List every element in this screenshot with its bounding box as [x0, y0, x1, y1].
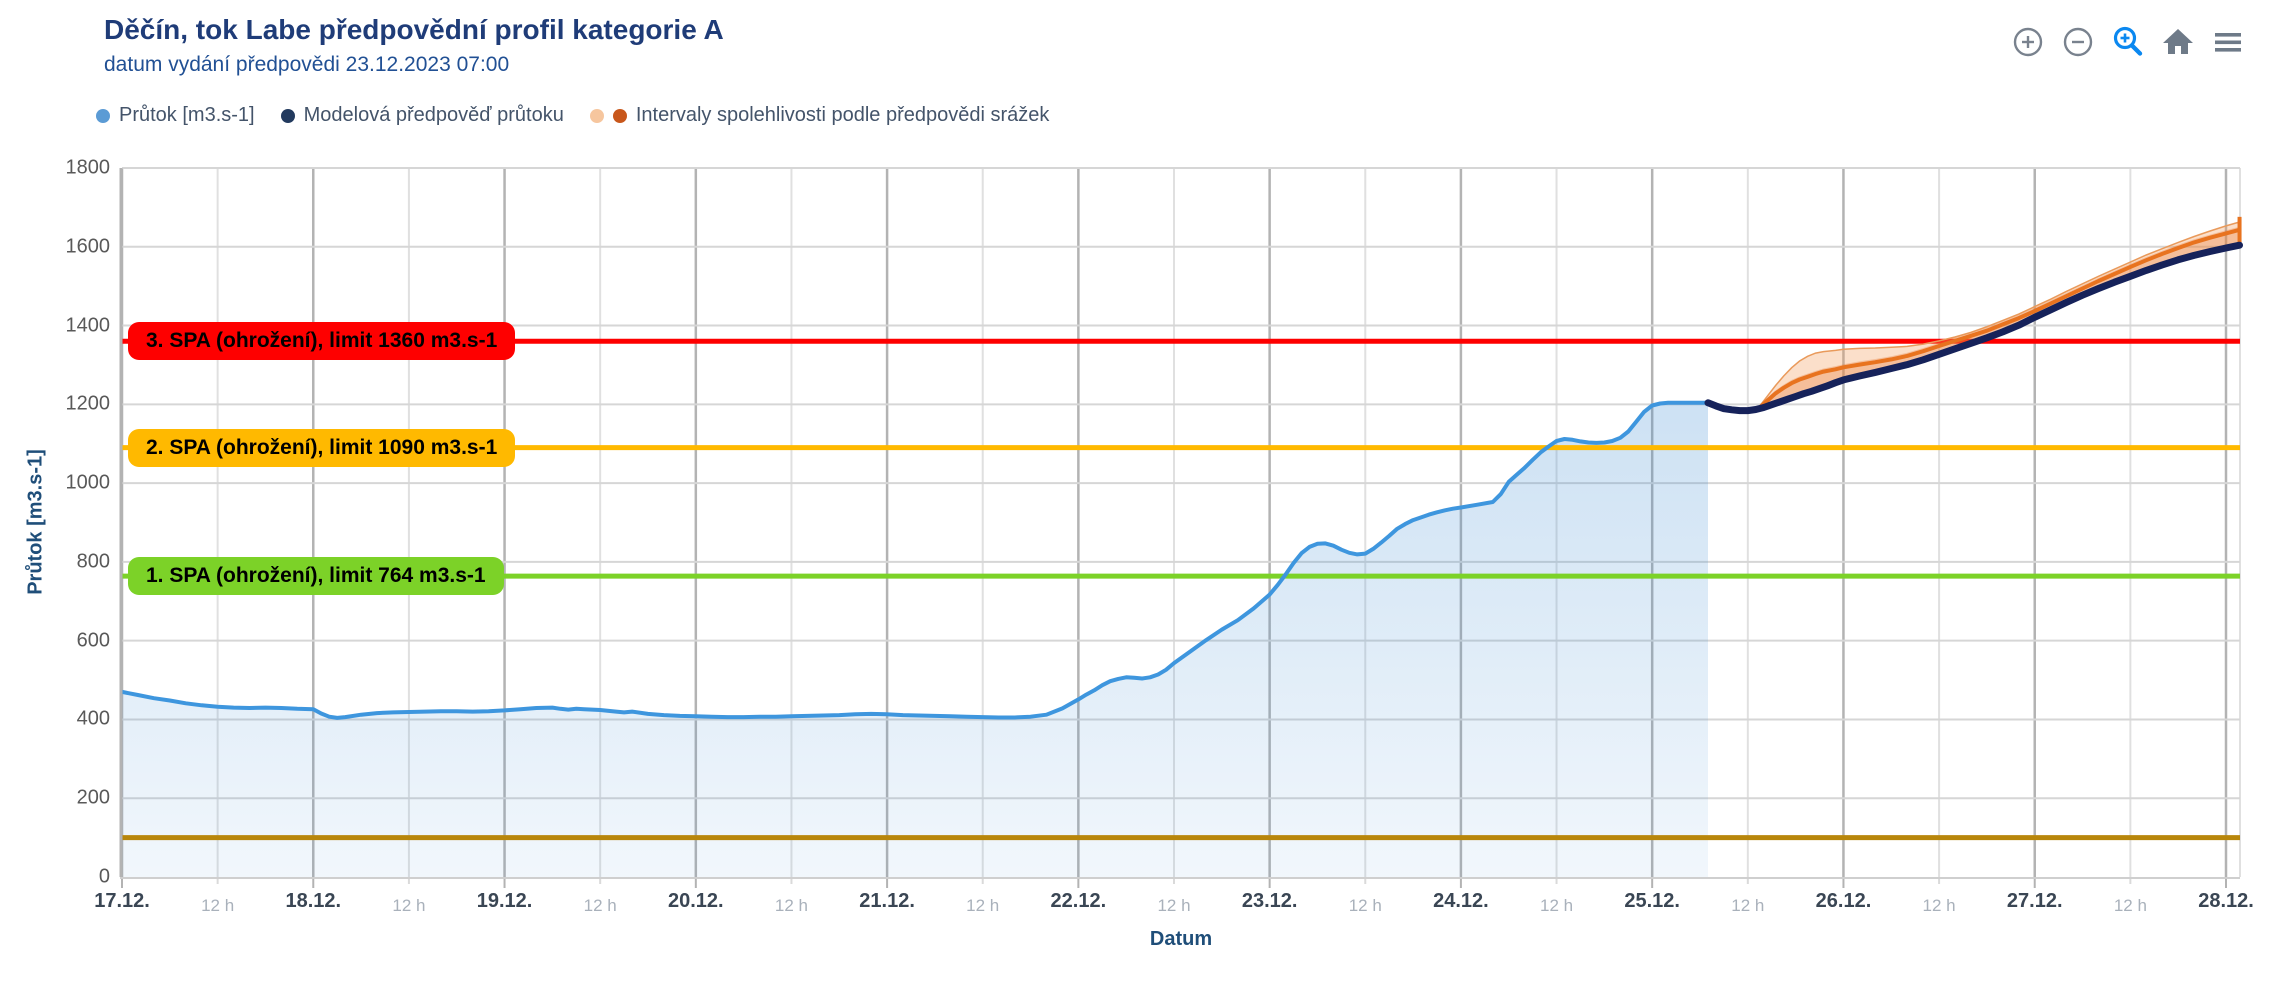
- zoom-selection-magnifier-icon: [2113, 26, 2143, 56]
- observed-flow-area: [122, 402, 1708, 877]
- x-tick-label: 12 h: [1922, 896, 1956, 915]
- y-tick-label: 800: [76, 550, 110, 573]
- x-tick-label: 22.12.: [1050, 890, 1107, 912]
- zoom-in-button[interactable]: [2008, 22, 2048, 62]
- y-tick-label: 0: [98, 865, 110, 888]
- legend-label: Intervaly spolehlivosti podle předpovědi…: [635, 104, 1050, 126]
- x-tick-label: 12 h: [1731, 896, 1765, 915]
- chart-toolbar: [2008, 22, 2248, 62]
- spa-limit-label-3-spa: 3. SPA (ohrožení), limit 1360 m3.s-1: [128, 322, 516, 361]
- observed-flow-line: [120, 400, 1710, 720]
- y-tick-label: 400: [76, 707, 110, 730]
- x-tick-label: 17.12.: [94, 890, 150, 912]
- x-tick-label: 12 h: [1539, 896, 1574, 915]
- y-tick-label: 1800: [65, 156, 111, 179]
- home-button[interactable]: [2158, 22, 2198, 62]
- x-tick-label: 12 h: [1348, 896, 1382, 915]
- spa-limit-label-2-spa: 2. SPA (ohrožení), limit 1090 m3.s-1: [128, 428, 516, 467]
- legend-label: Průtok [m3.s-1]: [119, 104, 255, 126]
- legend-item-2[interactable]: Intervaly spolehlivosti podle předpovědi…: [589, 104, 1050, 127]
- legend-dot: [589, 108, 604, 123]
- page-title: Děčín, tok Labe předpovědní profil kateg…: [104, 14, 724, 45]
- x-tick-label: 19.12.: [476, 890, 533, 912]
- x-tick-label: 12 h: [774, 896, 808, 915]
- x-tick-label: 12 h: [966, 896, 1000, 915]
- x-tick-label: 12 h: [392, 896, 426, 915]
- zoom-selection-button[interactable]: [2108, 22, 2148, 62]
- x-tick-label: 25.12.: [1624, 890, 1680, 912]
- legend-dot: [280, 108, 295, 123]
- x-tick-label: 12 h: [583, 896, 617, 915]
- x-tick-label: 18.12.: [285, 890, 342, 912]
- hamburger-menu-icon: [2215, 33, 2241, 52]
- confidence-median-line: [1758, 227, 2241, 409]
- model-forecast-line: [1704, 241, 2243, 415]
- legend-dot: [612, 108, 627, 123]
- x-tick-label: 27.12.: [2006, 890, 2063, 912]
- x-tick-label: 12 h: [2113, 896, 2147, 915]
- x-tick-label: 20.12.: [668, 890, 724, 912]
- x-tick-label: 28.12.: [2198, 890, 2254, 912]
- zoom-out-icon: [2063, 27, 2093, 57]
- x-axis-title: Datum: [1149, 928, 1213, 950]
- y-tick-label: 1000: [65, 471, 111, 494]
- chart-plot-area[interactable]: [122, 168, 2240, 877]
- chart-legend: Průtok [m3.s-1] Modelová předpověď průtok…: [96, 104, 1049, 127]
- zoom-out-button[interactable]: [2058, 22, 2098, 62]
- x-tick-label: 24.12.: [1433, 890, 1489, 912]
- y-tick-label: 1400: [65, 314, 111, 337]
- y-tick-label: 600: [76, 629, 110, 652]
- menu-button[interactable]: [2208, 22, 2248, 62]
- legend-item-1[interactable]: Modelová předpověď průtoku: [280, 104, 564, 127]
- legend-item-0[interactable]: Průtok [m3.s-1]: [96, 104, 255, 127]
- y-tick-label: 1200: [65, 392, 111, 415]
- forecast-issue-date: datum vydání předpovědi 23.12.2023 07:00: [104, 53, 510, 76]
- x-tick-label: 26.12.: [1815, 890, 1872, 912]
- x-tick-label: 23.12.: [1241, 890, 1298, 912]
- zoom-in-icon: [2013, 27, 2043, 57]
- spa-limit-label-1-spa: 1. SPA (ohrožení), limit 764 m3.s-1: [128, 557, 504, 596]
- x-tick-label: 12 h: [201, 896, 235, 915]
- legend-label: Modelová předpověď průtoku: [303, 104, 564, 126]
- x-tick-label: 21.12.: [859, 890, 915, 912]
- y-tick-label: 200: [76, 786, 110, 809]
- legend-dot: [96, 108, 110, 123]
- home-icon: [2163, 29, 2193, 54]
- y-tick-label: 1600: [65, 235, 111, 258]
- x-tick-label: 12 h: [1157, 896, 1191, 915]
